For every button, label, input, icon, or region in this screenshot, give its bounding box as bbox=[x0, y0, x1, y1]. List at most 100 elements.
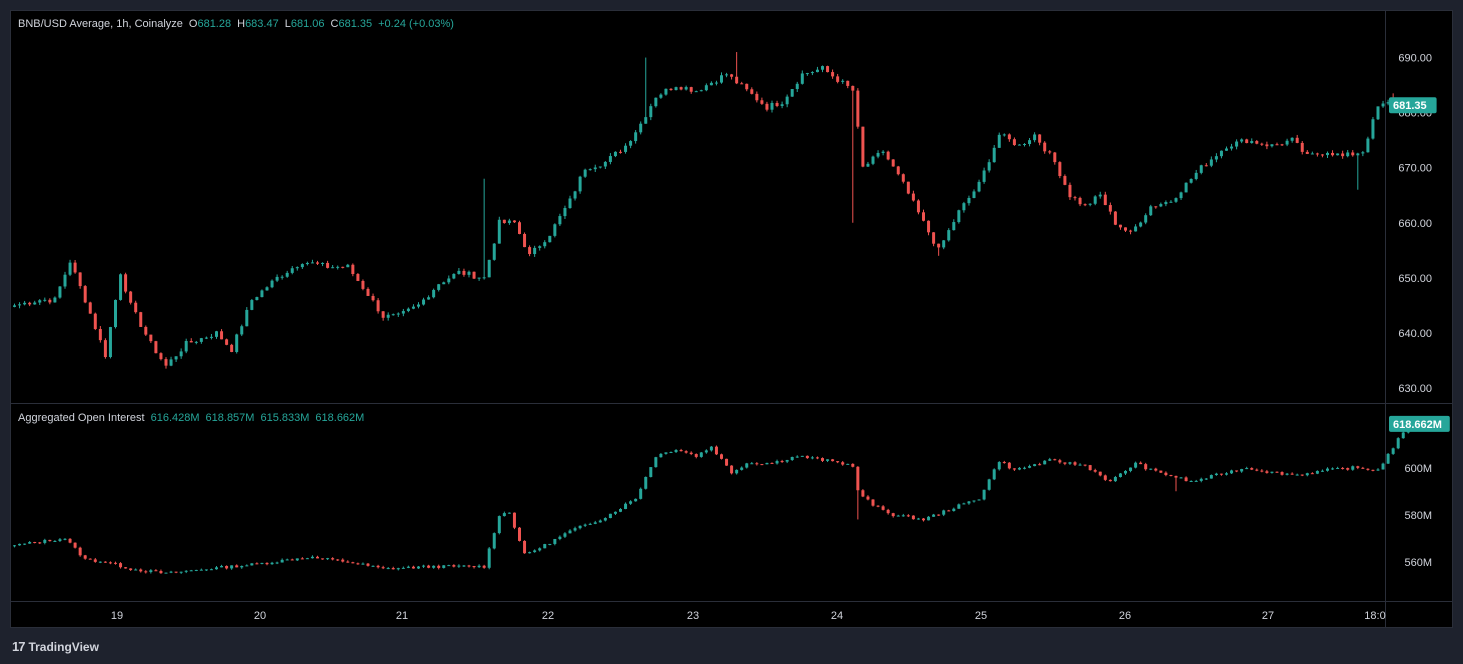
candle-body bbox=[1351, 152, 1355, 156]
open-interest-title[interactable]: Aggregated Open Interest bbox=[18, 412, 145, 424]
candle-body bbox=[159, 353, 163, 360]
candle-body bbox=[300, 264, 304, 268]
candle-body bbox=[1265, 144, 1269, 147]
candle-body bbox=[911, 193, 915, 201]
price-axis[interactable]: 690.00680.00670.00660.00650.00640.00630.… bbox=[1389, 53, 1437, 395]
candle-body bbox=[684, 451, 688, 453]
candle-body bbox=[1083, 464, 1087, 466]
candle-body bbox=[48, 539, 52, 542]
candle-body bbox=[922, 518, 925, 521]
candle-body bbox=[543, 242, 547, 247]
candle-body bbox=[18, 304, 22, 306]
candle-body bbox=[194, 569, 198, 571]
candle-body bbox=[649, 106, 653, 118]
candle-body bbox=[33, 542, 37, 544]
candle-body bbox=[310, 556, 314, 559]
candle-body bbox=[780, 461, 784, 463]
candle-body bbox=[528, 247, 532, 255]
candle-body bbox=[310, 262, 314, 264]
candle-body bbox=[250, 563, 254, 566]
candle-body bbox=[1290, 473, 1294, 475]
candle-body bbox=[427, 565, 431, 568]
candle-body bbox=[381, 311, 385, 318]
candle-body bbox=[467, 271, 471, 275]
candle-body bbox=[962, 203, 966, 211]
tradingview-logo[interactable]: 17 TradingView bbox=[12, 639, 99, 654]
candle-body bbox=[689, 452, 693, 455]
candle-body bbox=[174, 356, 178, 360]
candle-body bbox=[1199, 478, 1203, 481]
candle-body bbox=[548, 543, 552, 545]
candle-body bbox=[209, 336, 213, 338]
candle-body bbox=[417, 566, 420, 569]
candle-body bbox=[1275, 471, 1279, 473]
candle-body bbox=[856, 90, 860, 127]
candle-body bbox=[846, 80, 850, 86]
candle-body bbox=[932, 232, 936, 244]
candle-body bbox=[694, 454, 698, 457]
candle-body bbox=[518, 527, 521, 541]
candle-body bbox=[896, 166, 900, 175]
candle-body bbox=[821, 458, 824, 461]
candle-body bbox=[573, 191, 577, 199]
candle-body bbox=[573, 528, 577, 531]
candle-body bbox=[13, 545, 16, 547]
candle-body bbox=[1219, 473, 1223, 475]
candle-body bbox=[654, 457, 658, 468]
candle-body bbox=[366, 288, 370, 296]
time-axis[interactable]: 19 20 21 22 23 24 25 26 27 18:0 bbox=[111, 610, 1386, 622]
candle-body bbox=[366, 563, 370, 566]
candle-body bbox=[987, 162, 991, 171]
candle-body bbox=[260, 290, 264, 298]
candle-body bbox=[704, 85, 708, 91]
candle-body bbox=[1002, 134, 1006, 136]
candle-body bbox=[381, 567, 385, 569]
candle-body bbox=[1225, 148, 1228, 151]
candle-body bbox=[235, 334, 239, 352]
candle-body bbox=[543, 544, 547, 549]
candle-body bbox=[1351, 466, 1355, 470]
candle-body bbox=[33, 302, 37, 305]
candle-body bbox=[750, 463, 754, 465]
candle-body bbox=[730, 465, 734, 474]
candle-body bbox=[23, 543, 27, 545]
candle-body bbox=[937, 243, 941, 248]
candle-body bbox=[73, 262, 77, 273]
candle-body bbox=[906, 515, 910, 517]
price-legend-title[interactable]: BNB/USD Average, 1h, Coinalyze bbox=[18, 18, 183, 30]
candle-body bbox=[1240, 139, 1244, 142]
candle-body bbox=[745, 463, 749, 468]
candle-body bbox=[275, 276, 279, 281]
candle-body bbox=[119, 274, 123, 300]
candle-body bbox=[220, 565, 224, 568]
chart-frame[interactable]: 690.00 680.00 670.00 660.00 650.00 640.00 630.… bbox=[10, 10, 1453, 628]
candle-body bbox=[1230, 146, 1234, 149]
candle-body bbox=[305, 558, 309, 560]
candle-body bbox=[129, 291, 133, 303]
candle-body bbox=[1356, 153, 1360, 156]
open-interest-axis[interactable]: 600M 580M 560M 618.662M bbox=[1389, 415, 1450, 569]
candle-body bbox=[452, 565, 456, 567]
candle-body bbox=[1346, 152, 1350, 157]
candle-body bbox=[1295, 474, 1299, 476]
candle-body bbox=[321, 558, 325, 560]
candle-body bbox=[906, 181, 910, 194]
candle-body bbox=[714, 82, 718, 84]
candle-body bbox=[1396, 438, 1400, 449]
candle-body bbox=[568, 198, 572, 209]
candle-body bbox=[432, 565, 436, 568]
candle-body bbox=[972, 191, 976, 198]
candle-body bbox=[1361, 152, 1365, 154]
candle-body bbox=[942, 510, 946, 515]
candle-body bbox=[608, 156, 612, 162]
candle-body bbox=[83, 555, 87, 559]
chart-canvas[interactable]: 690.00680.00670.00660.00650.00640.00630.… bbox=[11, 11, 1452, 627]
last-value-label: 618.662M bbox=[1393, 419, 1442, 431]
candle-body bbox=[437, 565, 441, 568]
candle-body bbox=[1028, 466, 1032, 468]
candle-body bbox=[411, 566, 415, 569]
candle-body bbox=[240, 566, 244, 568]
candle-body bbox=[1225, 473, 1228, 475]
candle-body bbox=[1260, 143, 1264, 145]
candle-body bbox=[1134, 226, 1138, 232]
